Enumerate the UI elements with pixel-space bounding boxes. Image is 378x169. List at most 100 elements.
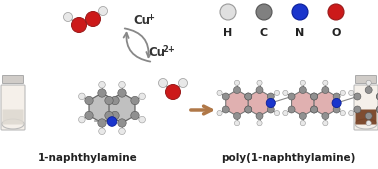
Circle shape — [85, 96, 93, 105]
Circle shape — [166, 84, 181, 100]
Circle shape — [376, 106, 378, 113]
Circle shape — [366, 120, 371, 126]
Circle shape — [118, 89, 126, 97]
Circle shape — [119, 81, 125, 88]
Text: 1-naphthylamine: 1-naphthylamine — [38, 153, 138, 163]
Circle shape — [322, 87, 329, 93]
Circle shape — [217, 111, 222, 116]
Circle shape — [267, 93, 274, 100]
Circle shape — [256, 4, 272, 20]
Circle shape — [256, 113, 263, 119]
Circle shape — [131, 111, 139, 120]
Text: Cu: Cu — [148, 45, 165, 58]
Circle shape — [119, 128, 125, 135]
Circle shape — [139, 93, 146, 100]
Circle shape — [354, 93, 361, 100]
Circle shape — [99, 128, 105, 135]
Text: Cu: Cu — [133, 14, 150, 27]
Circle shape — [222, 106, 229, 113]
Circle shape — [366, 80, 371, 86]
Circle shape — [376, 93, 378, 100]
Circle shape — [234, 120, 240, 126]
Circle shape — [267, 106, 274, 113]
FancyBboxPatch shape — [3, 76, 23, 83]
Circle shape — [158, 78, 167, 88]
Circle shape — [71, 18, 87, 32]
FancyBboxPatch shape — [355, 76, 376, 83]
Polygon shape — [358, 90, 378, 116]
Circle shape — [222, 93, 229, 100]
Circle shape — [349, 90, 354, 95]
Ellipse shape — [2, 119, 24, 129]
Polygon shape — [291, 90, 314, 116]
Circle shape — [178, 78, 187, 88]
Circle shape — [300, 120, 305, 126]
Circle shape — [274, 111, 280, 116]
Circle shape — [234, 80, 240, 86]
Circle shape — [234, 87, 240, 93]
Circle shape — [349, 111, 354, 116]
Circle shape — [257, 80, 262, 86]
Circle shape — [234, 113, 240, 119]
Circle shape — [311, 106, 318, 113]
FancyBboxPatch shape — [1, 85, 25, 130]
Circle shape — [85, 11, 101, 27]
Circle shape — [118, 119, 126, 127]
Circle shape — [245, 93, 252, 100]
Circle shape — [220, 4, 236, 20]
Circle shape — [283, 111, 288, 116]
Circle shape — [98, 119, 106, 127]
Circle shape — [99, 81, 105, 88]
Circle shape — [131, 96, 139, 105]
Circle shape — [107, 117, 117, 126]
Circle shape — [328, 4, 344, 20]
Circle shape — [245, 106, 252, 113]
Circle shape — [64, 13, 73, 21]
Polygon shape — [314, 90, 336, 116]
Circle shape — [111, 96, 119, 105]
Circle shape — [299, 113, 306, 119]
Polygon shape — [89, 93, 115, 123]
Text: H: H — [223, 28, 232, 38]
Circle shape — [79, 93, 85, 100]
Circle shape — [292, 4, 308, 20]
Text: 2+: 2+ — [162, 44, 175, 54]
FancyBboxPatch shape — [354, 85, 378, 130]
Circle shape — [333, 93, 340, 100]
Circle shape — [99, 6, 107, 16]
Circle shape — [365, 87, 372, 93]
Circle shape — [283, 90, 288, 95]
Circle shape — [311, 106, 318, 113]
FancyArrowPatch shape — [191, 106, 211, 114]
Circle shape — [257, 120, 262, 126]
Text: +: + — [147, 13, 154, 21]
Circle shape — [139, 116, 146, 123]
FancyArrowPatch shape — [124, 33, 150, 62]
Circle shape — [245, 93, 252, 100]
Polygon shape — [248, 90, 271, 116]
FancyArrowPatch shape — [125, 28, 151, 57]
Circle shape — [365, 113, 372, 119]
Circle shape — [256, 87, 263, 93]
Polygon shape — [226, 90, 248, 116]
FancyBboxPatch shape — [355, 110, 376, 125]
Circle shape — [311, 93, 318, 100]
Circle shape — [340, 90, 345, 95]
Circle shape — [376, 106, 378, 113]
Circle shape — [79, 116, 85, 123]
Polygon shape — [109, 93, 135, 123]
Circle shape — [274, 90, 280, 95]
Circle shape — [266, 99, 275, 107]
Circle shape — [322, 113, 329, 119]
Text: poly(1-naphthylamine): poly(1-naphthylamine) — [221, 153, 355, 163]
Circle shape — [288, 93, 295, 100]
Circle shape — [333, 106, 340, 113]
Circle shape — [85, 111, 93, 120]
Circle shape — [323, 80, 328, 86]
Circle shape — [98, 89, 106, 97]
Circle shape — [217, 90, 222, 95]
Circle shape — [332, 99, 341, 107]
Text: O: O — [331, 28, 341, 38]
Circle shape — [376, 93, 378, 100]
Circle shape — [105, 111, 113, 120]
